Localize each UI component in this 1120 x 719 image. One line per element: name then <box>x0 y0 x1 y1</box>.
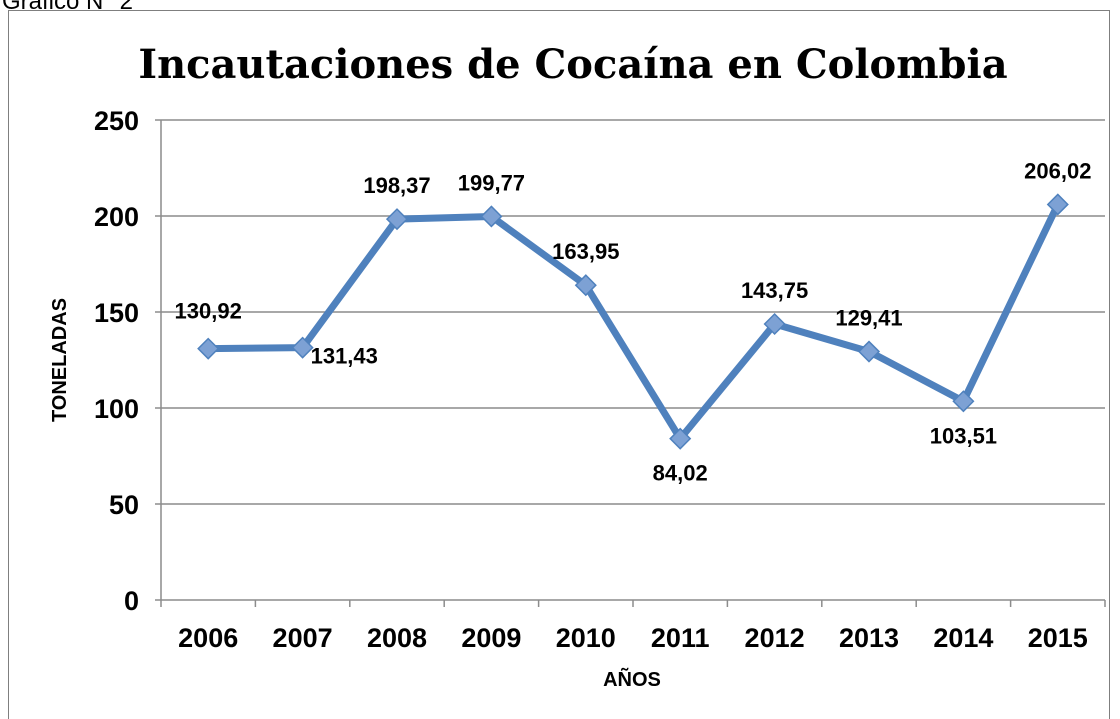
gridlines <box>161 119 1105 505</box>
chart-frame <box>8 10 1110 719</box>
x-tick-label: 2012 <box>745 623 805 653</box>
y-tick-label: 0 <box>124 586 139 616</box>
y-tick-label: 100 <box>94 394 139 424</box>
series <box>197 193 1069 450</box>
data-point-marker <box>952 390 975 413</box>
data-label: 84,02 <box>653 461 708 486</box>
data-label: 131,43 <box>311 344 378 369</box>
data-point-marker <box>763 312 786 336</box>
series-line <box>204 200 1062 443</box>
data-label: 143,75 <box>741 278 808 303</box>
data-point-marker <box>1046 193 1069 216</box>
y-tick-label: 200 <box>94 202 139 232</box>
x-tick-label: 2009 <box>461 623 521 653</box>
data-point-marker <box>857 340 881 363</box>
x-tick-label: 2006 <box>178 623 238 653</box>
x-axis-title: AÑOS <box>603 668 661 691</box>
x-tick-label: 2014 <box>933 623 993 653</box>
x-tick-label: 2010 <box>556 623 616 653</box>
x-tick-label: 2007 <box>273 623 333 653</box>
data-label: 206,02 <box>1024 158 1091 183</box>
y-axis-title: TONELADAS <box>49 298 71 422</box>
data-label: 103,51 <box>930 423 997 448</box>
data-point-marker <box>197 337 220 360</box>
data-label: 199,77 <box>458 170 525 195</box>
chart-title: Incautaciones de Cocaína en Colombia <box>138 41 1007 88</box>
x-tick-label: 2008 <box>367 623 427 653</box>
data-point-marker <box>291 336 314 359</box>
data-label: 129,41 <box>835 306 902 331</box>
x-tick-label: 2015 <box>1028 623 1088 653</box>
y-tick-label: 150 <box>94 298 139 328</box>
y-axis: 0 50 100 150 200 250 <box>94 106 162 616</box>
data-point-marker <box>480 205 503 228</box>
data-point-marker <box>669 427 692 450</box>
x-axis: 2006 2007 2008 2009 2010 2011 2012 2013 2014 2015 <box>160 599 1106 653</box>
data-point-marker <box>574 274 597 297</box>
y-tick-label: 50 <box>109 490 139 520</box>
y-tick-label: 250 <box>94 106 139 136</box>
data-point-marker <box>385 208 409 231</box>
x-tick-label: 2013 <box>839 623 899 653</box>
data-label: 163,95 <box>552 239 619 264</box>
data-labels: 130,92 131,43 198,37 199,77 163,95 84,02 143,7… <box>175 158 1092 485</box>
data-label: 130,92 <box>175 299 242 324</box>
data-label: 198,37 <box>363 173 430 198</box>
x-tick-label: 2011 <box>651 623 710 653</box>
